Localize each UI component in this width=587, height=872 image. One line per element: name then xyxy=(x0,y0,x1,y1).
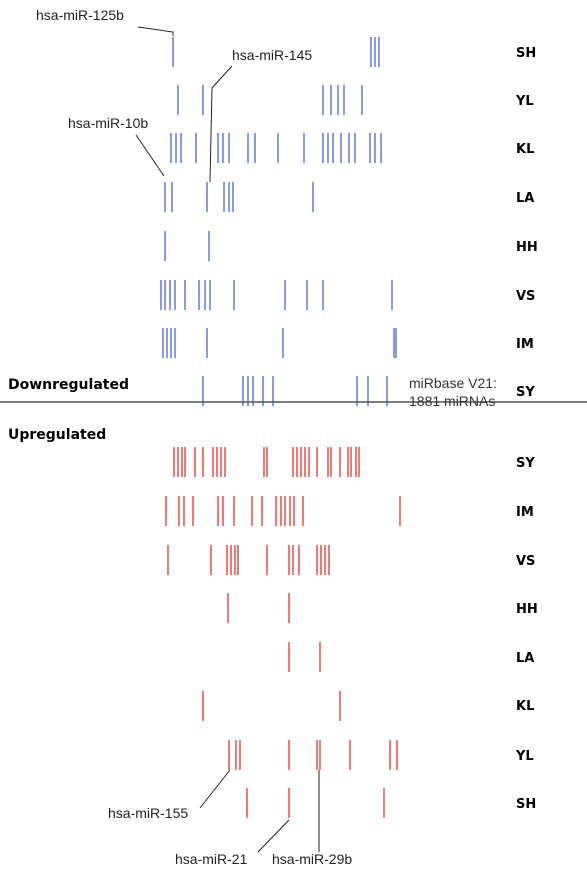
down-row-labels: SH YL KL LA HH VS IM SY xyxy=(515,46,538,400)
annotation-mir145: hsa-miR-145 xyxy=(210,47,312,182)
up-row-label: LA xyxy=(516,651,534,666)
down-row-label: KL xyxy=(516,142,534,157)
mirna-ticks xyxy=(161,37,400,818)
up-row-label: IM xyxy=(516,505,534,520)
down-row-label: LA xyxy=(516,191,534,206)
down-row-label: HH xyxy=(516,240,538,255)
leader-line xyxy=(138,27,173,36)
leader-line xyxy=(258,820,289,852)
annotation-label: hsa-miR-21 xyxy=(175,851,248,867)
leader-line xyxy=(210,66,232,182)
up-row-label: YL xyxy=(515,749,534,764)
down-row-label: YL xyxy=(515,94,534,109)
annotation-mir10b: hsa-miR-10b xyxy=(68,115,164,176)
up-row-label: SY xyxy=(516,456,535,471)
annotation-mir29b: hsa-miR-29b xyxy=(272,770,352,867)
leader-line xyxy=(136,135,164,176)
annotation-label: hsa-miR-125b xyxy=(36,7,124,23)
mirbase-note-line1: miRbase V21: xyxy=(409,375,497,391)
annotation-label: hsa-miR-155 xyxy=(108,805,188,821)
annotation-label: hsa-miR-10b xyxy=(68,115,148,131)
downregulated-label: Downregulated xyxy=(8,377,129,393)
up-row-label: KL xyxy=(516,699,534,714)
annotation-mir125b: hsa-miR-125b xyxy=(36,7,173,36)
annotation-label: hsa-miR-145 xyxy=(232,47,312,63)
annotation-label: hsa-miR-29b xyxy=(272,851,352,867)
up-row-label: HH xyxy=(516,602,538,617)
up-row-label: VS xyxy=(516,554,535,569)
down-row-label: IM xyxy=(516,337,534,352)
leader-line xyxy=(200,770,230,808)
mirbase-note-line2: 1881 miRNAs xyxy=(409,393,495,409)
down-row-label: VS xyxy=(516,289,535,304)
up-row-labels: SY IM VS HH LA KL YL SH xyxy=(515,456,538,812)
upregulated-label: Upregulated xyxy=(8,427,106,443)
down-row-label: SH xyxy=(516,46,536,61)
down-row-label: SY xyxy=(516,385,535,400)
annotation-mir155: hsa-miR-155 xyxy=(108,770,230,821)
up-row-label: SH xyxy=(516,797,536,812)
